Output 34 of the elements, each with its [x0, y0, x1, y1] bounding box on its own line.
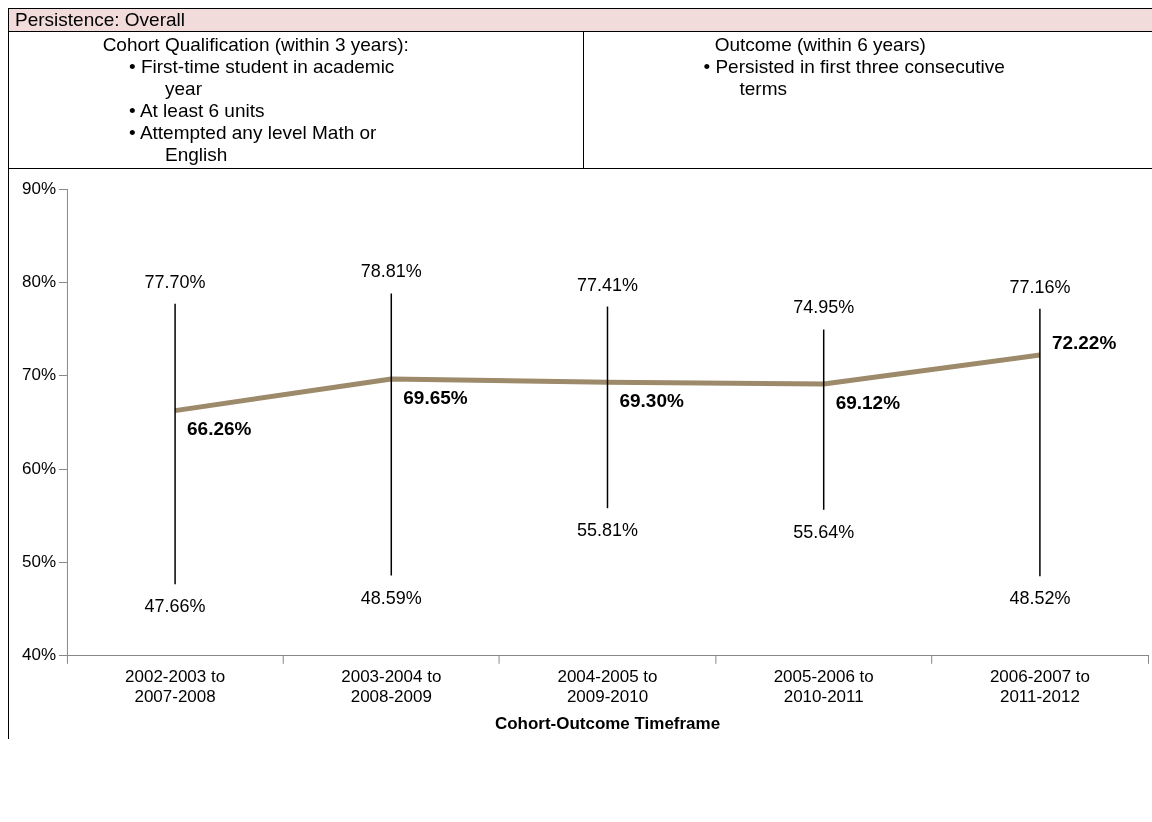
data-label: 72.22% [1051, 331, 1117, 353]
text: • Attempted any level Math or English [129, 122, 378, 166]
text: • At least 6 units [129, 100, 266, 122]
y-tick-label: 50% [22, 552, 56, 572]
annotation: 78.81% [360, 261, 422, 282]
text: • First-time student in academic year [129, 56, 396, 100]
annotation: 47.66% [144, 596, 206, 617]
x-axis-title: Cohort-Outcome Timeframe [494, 714, 721, 734]
y-tick-label: 90% [22, 178, 56, 198]
text: Outcome (within 6 years) [713, 34, 927, 56]
x-tick-label: 2006-2007 to 2011-2012 [989, 666, 1090, 707]
annotation: 48.52% [1009, 588, 1071, 609]
y-tick-label: 80% [22, 272, 56, 292]
annotation: 48.59% [360, 587, 422, 608]
y-tick-label: 60% [22, 458, 56, 478]
annotation: 55.64% [793, 521, 855, 542]
y-tick-label: 70% [22, 365, 56, 385]
data-label: 69.12% [835, 391, 901, 413]
annotation: 77.41% [577, 274, 638, 295]
x-tick-label: 2005-2006 to 2010-2011 [773, 666, 874, 707]
text: Cohort Qualification (within 3 years): [101, 34, 410, 56]
annotation: 74.95% [793, 297, 855, 318]
x-tick-label: 2002-2003 to 2007-2008 [125, 666, 226, 707]
x-tick-label: 2004-2005 to 2009-2010 [557, 666, 658, 707]
data-label: 66.26% [187, 418, 252, 440]
data-label: 69.65% [403, 386, 468, 408]
y-tick-label: 40% [22, 645, 56, 665]
chart-title: Persistence: Overall [8, 8, 1152, 32]
text: • Persisted in first three consecutive terms [703, 56, 1006, 100]
data-label: 69.30% [619, 389, 684, 411]
annotation: 77.16% [1009, 276, 1071, 297]
annotation: 77.70% [144, 271, 206, 292]
x-tick-label: 2003-2004 to 2008-2009 [341, 666, 442, 707]
annotation: 55.81% [577, 520, 638, 541]
